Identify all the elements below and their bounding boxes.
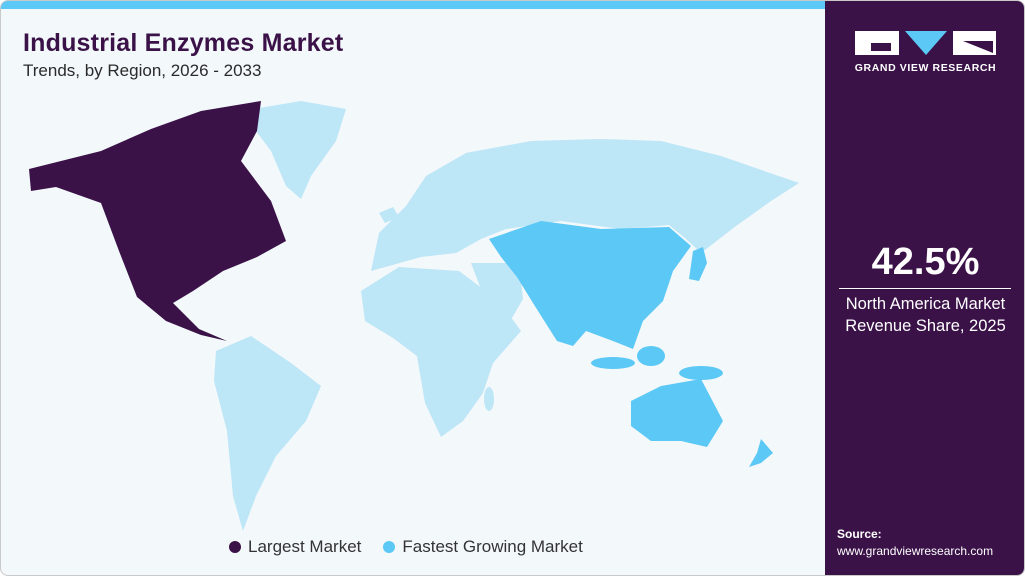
legend-dot-fastest	[383, 541, 396, 553]
region-greenland	[241, 101, 346, 199]
gvr-logo-icon	[855, 31, 996, 55]
region-new-zealand	[749, 439, 773, 467]
region-asia-pacific	[489, 221, 691, 349]
accent-bar	[1, 1, 825, 9]
divider	[839, 288, 1011, 289]
legend-label-fastest: Fastest Growing Market	[402, 537, 583, 556]
region-new-guinea	[679, 366, 723, 380]
world-map	[29, 101, 799, 531]
region-south-america	[214, 336, 321, 531]
legend: Largest Market Fastest Growing Market	[229, 537, 583, 557]
source-link[interactable]: www.grandviewresearch.com	[837, 544, 994, 558]
legend-dot-largest	[229, 541, 241, 553]
stat-value: 42.5%	[871, 241, 980, 283]
region-japan	[689, 247, 707, 281]
region-iceland	[379, 207, 399, 223]
page-title: Industrial Enzymes Market	[23, 29, 344, 57]
side-panel: GRAND VIEW RESEARCH 42.5% North America …	[825, 1, 1024, 575]
brand-name: GRAND VIEW RESEARCH	[854, 62, 997, 74]
stat-line-2: Revenue Share, 2025	[845, 317, 1006, 335]
region-australia	[631, 379, 723, 447]
source-label: Source:	[837, 527, 882, 541]
stat-description: North America Market Revenue Share, 2025	[825, 293, 1024, 337]
legend-label-largest: Largest Market	[248, 537, 362, 556]
page-subtitle: Trends, by Region, 2026 - 2033	[23, 61, 262, 80]
stat-line-1: North America Market	[845, 295, 1006, 313]
region-madagascar	[484, 387, 494, 411]
region-indonesia-1	[591, 357, 635, 369]
region-indonesia-2	[637, 346, 665, 366]
legend-item-largest: Largest Market	[229, 537, 361, 557]
legend-item-fastest: Fastest Growing Market	[383, 537, 583, 557]
region-middle-east	[471, 263, 523, 323]
region-europe-russia	[371, 139, 799, 271]
region-africa	[361, 267, 521, 437]
region-north-america	[29, 101, 286, 341]
